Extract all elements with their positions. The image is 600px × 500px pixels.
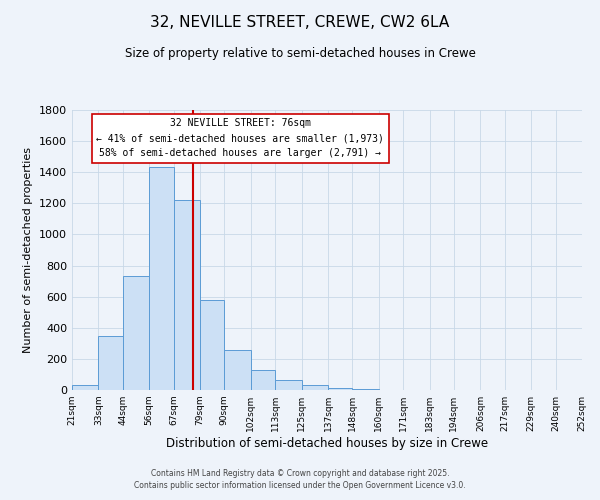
Text: 32 NEVILLE STREET: 76sqm
← 41% of semi-detached houses are smaller (1,973)
58% o: 32 NEVILLE STREET: 76sqm ← 41% of semi-d… [97,118,384,158]
Bar [352,389,379,390]
Bar [328,388,352,390]
Bar [302,386,328,390]
Bar [275,380,302,390]
Bar [224,350,251,390]
Text: 32, NEVILLE STREET, CREWE, CW2 6LA: 32, NEVILLE STREET, CREWE, CW2 6LA [151,15,449,30]
Bar [123,276,149,390]
Bar [149,167,173,390]
X-axis label: Distribution of semi-detached houses by size in Crewe: Distribution of semi-detached houses by … [166,437,488,450]
Text: Contains HM Land Registry data © Crown copyright and database right 2025.
Contai: Contains HM Land Registry data © Crown c… [134,469,466,490]
Y-axis label: Number of semi-detached properties: Number of semi-detached properties [23,147,34,353]
Bar [72,386,98,390]
Text: Size of property relative to semi-detached houses in Crewe: Size of property relative to semi-detach… [125,48,475,60]
Bar [251,370,275,390]
Bar [173,200,200,390]
Bar [200,300,224,390]
Bar [98,336,123,390]
